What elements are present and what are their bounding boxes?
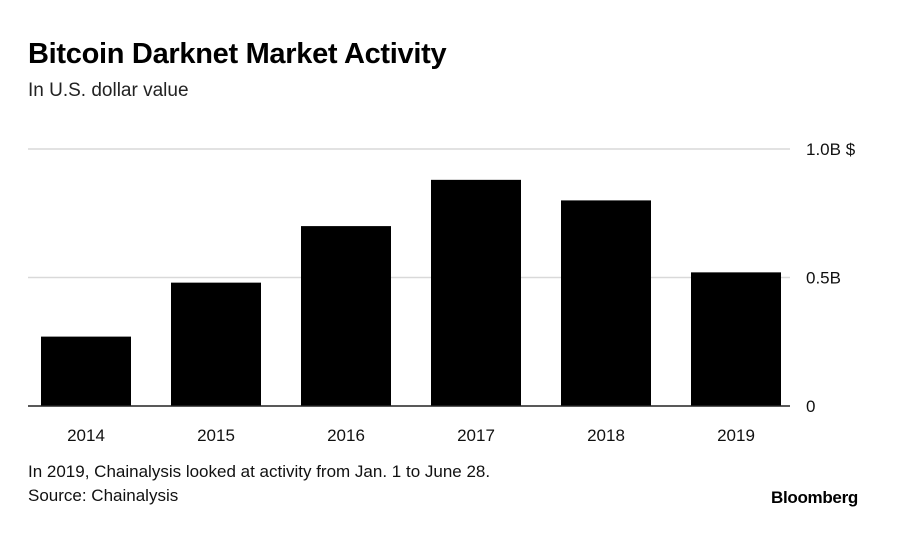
bar-2017 [431,179,521,406]
gridlines [28,148,790,279]
bar-2015 [171,282,261,406]
x-tick-label-2016: 2016 [327,426,365,445]
x-tick-labels: 2014 2015 2016 2017 2018 2019 [67,426,755,445]
footnote: In 2019, Chainalysis looked at activity … [28,462,491,481]
bar-2019 [691,272,781,406]
bar-2018 [561,200,651,406]
x-tick-label-2019: 2019 [717,426,755,445]
bar-2016 [301,226,391,406]
y-tick-labels: 0 0.5B 1.0B $ [806,140,856,416]
bar-2014 [41,336,131,406]
x-tick-label-2015: 2015 [197,426,235,445]
y-tick-label-2: 1.0B $ [806,140,856,159]
y-tick-label-0: 0 [806,397,815,416]
bars [41,179,781,406]
bloomberg-logo: Bloomberg [770,488,858,507]
source-note: Source: Chainalysis [28,486,179,505]
chart-subtitle: In U.S. dollar value [28,80,189,101]
x-tick-label-2018: 2018 [587,426,625,445]
x-tick-label-2017: 2017 [457,426,495,445]
y-tick-label-1: 0.5B [806,269,841,288]
x-tick-label-2014: 2014 [67,426,105,445]
chart-title: Bitcoin Darknet Market Activity [28,38,447,70]
